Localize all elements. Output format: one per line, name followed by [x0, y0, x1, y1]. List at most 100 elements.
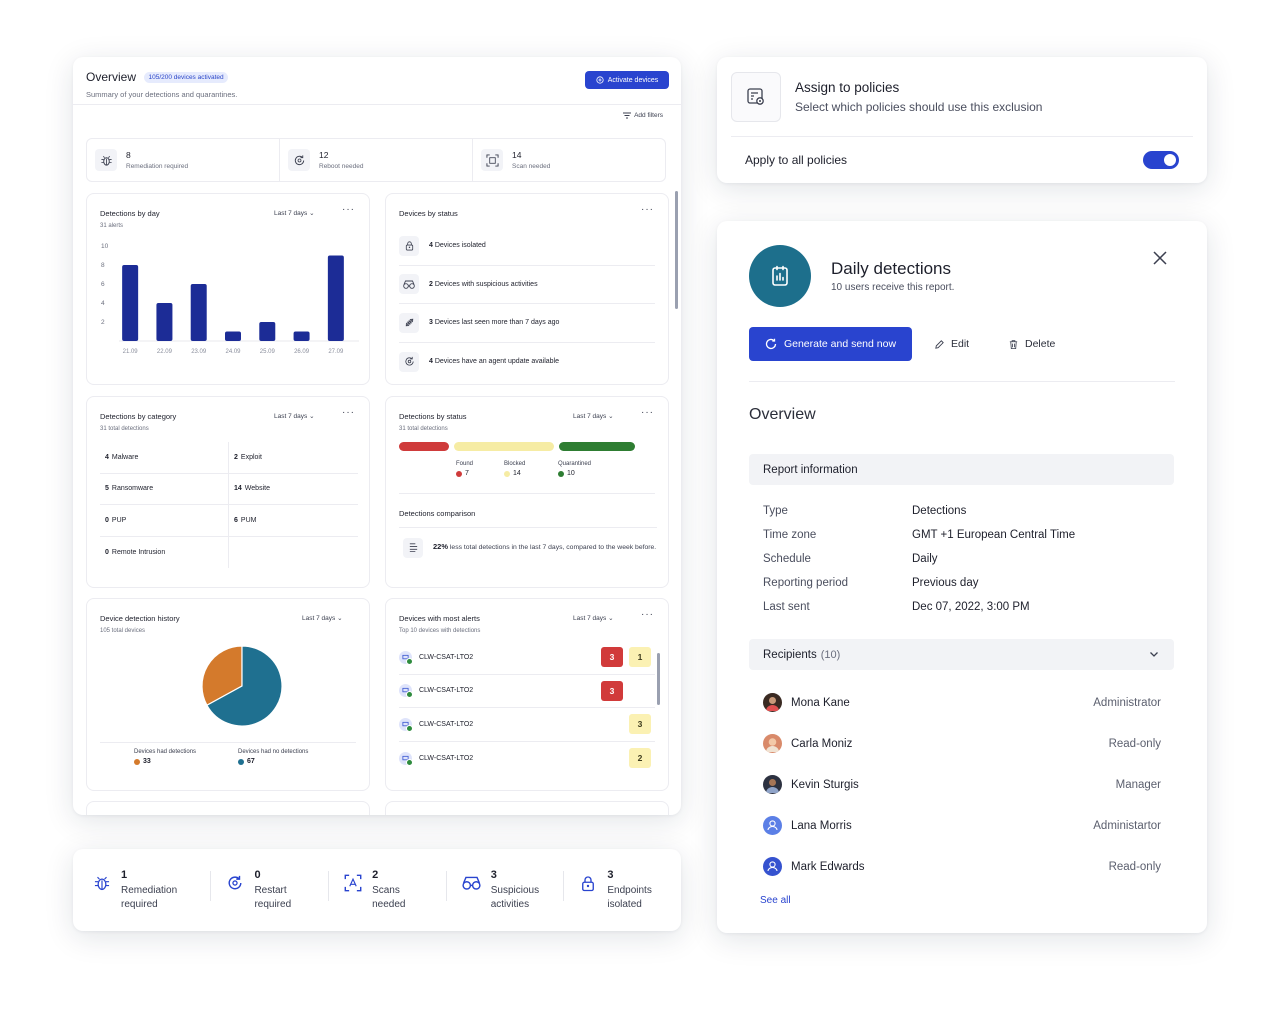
- category-cell: 4 Malware: [100, 442, 229, 474]
- stat-restart[interactable]: 0 Restart required: [210, 869, 328, 911]
- bar[interactable]: [190, 284, 207, 341]
- recipients-header[interactable]: Recipients (10): [749, 639, 1174, 670]
- stat-label-line2: needed: [372, 898, 406, 910]
- summary-remediation[interactable]: 8 Remediation required: [87, 139, 280, 181]
- range-select[interactable]: Last 7 days ⌄: [573, 412, 614, 420]
- widget-title: Detections by status: [399, 412, 467, 421]
- table-row[interactable]: CLW-CSAT-LTO2 2: [399, 742, 655, 776]
- devices-activated-badge: 105/200 devices activated: [144, 72, 228, 83]
- report-icon: [749, 245, 811, 307]
- lock-icon: [399, 235, 419, 256]
- category-label: PUP: [111, 516, 127, 524]
- chevron-down-icon: ⌄: [337, 615, 343, 622]
- more-options-icon[interactable]: ···: [641, 407, 654, 418]
- page-subtitle: Summary of your detections and quarantin…: [86, 90, 238, 99]
- summary-value: 14: [512, 150, 522, 160]
- info-key: Time zone: [763, 529, 817, 541]
- more-options-icon[interactable]: ···: [342, 204, 355, 215]
- status-text: Devices isolated: [434, 242, 486, 250]
- stat-remediation[interactable]: 1 Remediation required: [93, 869, 210, 911]
- range-select[interactable]: Last 7 days ⌄: [573, 614, 614, 622]
- list-item[interactable]: Lana Morris Administartor: [763, 805, 1161, 846]
- table-row[interactable]: CLW-CSAT-LTO2 3 1: [399, 641, 655, 675]
- more-options-icon[interactable]: ···: [641, 204, 654, 215]
- list-item[interactable]: Mona Kane Administrator: [763, 682, 1161, 723]
- legend-label: Blocked: [504, 461, 526, 467]
- scan-icon: [481, 149, 503, 171]
- list-item[interactable]: 3 Devices last seen more than 7 days ago: [399, 304, 655, 343]
- range-select[interactable]: Last 7 days ⌄: [274, 412, 315, 420]
- list-item[interactable]: Kevin Sturgis Manager: [763, 764, 1161, 805]
- dashboard-scrollbar[interactable]: [675, 191, 678, 309]
- alert-count-red: 3: [601, 680, 623, 701]
- info-value: Previous day: [912, 577, 979, 589]
- divider: [399, 493, 655, 494]
- widget-title: Detections by day: [100, 209, 160, 218]
- recipients-list: Mona Kane Administrator Carla Moniz Read…: [763, 682, 1161, 887]
- add-filters-button[interactable]: Add filters: [623, 112, 663, 119]
- recipient-role: Administartor: [1093, 819, 1161, 832]
- category-count: 4: [105, 453, 109, 461]
- device-name: CLW-CSAT-LTO2: [419, 653, 474, 661]
- generate-send-button[interactable]: Generate and send now: [749, 327, 912, 361]
- summary-value: 8: [126, 150, 131, 160]
- table-row[interactable]: CLW-CSAT-LTO2 3: [399, 708, 655, 742]
- bar[interactable]: [225, 331, 241, 342]
- status-segment-bar: [399, 442, 647, 451]
- summary-label: Reboot needed: [319, 163, 364, 170]
- summary-scan[interactable]: 14 Scan needed: [473, 139, 665, 181]
- recipient-role: Read-only: [1108, 860, 1161, 873]
- list-item[interactable]: 4 Devices have an agent update available: [399, 343, 655, 382]
- category-label: Exploit: [240, 453, 262, 461]
- list-item[interactable]: 4 Devices isolated: [399, 227, 655, 266]
- device-icon: [399, 717, 413, 732]
- recipient-name: Kevin Sturgis: [791, 778, 859, 791]
- filter-icon: [623, 112, 632, 119]
- list-scrollbar[interactable]: [657, 653, 660, 705]
- more-options-icon[interactable]: ···: [342, 407, 355, 418]
- summary-reboot[interactable]: 12 Reboot needed: [280, 139, 473, 181]
- delete-button[interactable]: Delete: [1008, 327, 1055, 361]
- status-segment: [453, 442, 554, 451]
- bar[interactable]: [122, 265, 139, 341]
- stat-suspicious[interactable]: 3 Suspicious activities: [445, 869, 564, 911]
- recipient-name: Mona Kane: [791, 696, 850, 709]
- pie-slice[interactable]: [206, 645, 283, 727]
- legend-label: Devices had no detections: [238, 749, 309, 755]
- page-title: Overview: [86, 70, 137, 84]
- list-item[interactable]: 2 Devices with suspicious activities: [399, 266, 655, 304]
- apply-all-label: Apply to all policies: [745, 153, 848, 167]
- legend-label: Quarantined: [558, 461, 592, 467]
- list-item[interactable]: Mark Edwards Read-only: [763, 846, 1161, 887]
- stat-value: 2: [372, 869, 379, 881]
- edit-button[interactable]: Edit: [934, 327, 969, 361]
- see-all-link[interactable]: See all: [760, 895, 791, 906]
- stat-label-line1: Suspicious: [490, 885, 540, 896]
- more-options-icon[interactable]: ···: [641, 609, 654, 620]
- close-icon[interactable]: [1151, 249, 1169, 267]
- stat-isolated[interactable]: 3 Endpoints isolated: [563, 869, 681, 911]
- bar[interactable]: [156, 303, 173, 341]
- list-item[interactable]: Carla Moniz Read-only: [763, 723, 1161, 764]
- activate-devices-button[interactable]: Activate devices: [585, 71, 669, 89]
- bar[interactable]: [293, 331, 310, 342]
- stat-scans[interactable]: 2 Scans needed: [328, 869, 446, 911]
- category-count: 6: [234, 516, 238, 524]
- detections-by-status-widget: Detections by status 31 total detections…: [385, 396, 669, 588]
- range-select[interactable]: Last 7 days ⌄: [302, 614, 343, 622]
- bar[interactable]: [259, 322, 276, 341]
- table-row[interactable]: CLW-CSAT-LTO2 3: [399, 675, 655, 708]
- recipient-role: Administrator: [1093, 696, 1161, 709]
- range-select-label: Last 7 days: [573, 413, 607, 420]
- category-count: 14: [234, 485, 242, 493]
- alert-count-red: 3: [601, 647, 623, 668]
- pie-slice[interactable]: [201, 645, 243, 707]
- recipient-role: Read-only: [1108, 737, 1161, 750]
- range-select[interactable]: Last 7 days ⌄: [274, 209, 315, 217]
- bar[interactable]: [327, 255, 344, 342]
- dashboard-panel: Overview 105/200 devices activated Summa…: [73, 57, 681, 815]
- category-cell: 14 Website: [229, 474, 358, 505]
- assign-subtitle: Select which policies should use this ex…: [795, 100, 1043, 114]
- apply-all-toggle[interactable]: [1143, 151, 1179, 169]
- comparison-text: less total detections in the last 7 days…: [449, 544, 657, 552]
